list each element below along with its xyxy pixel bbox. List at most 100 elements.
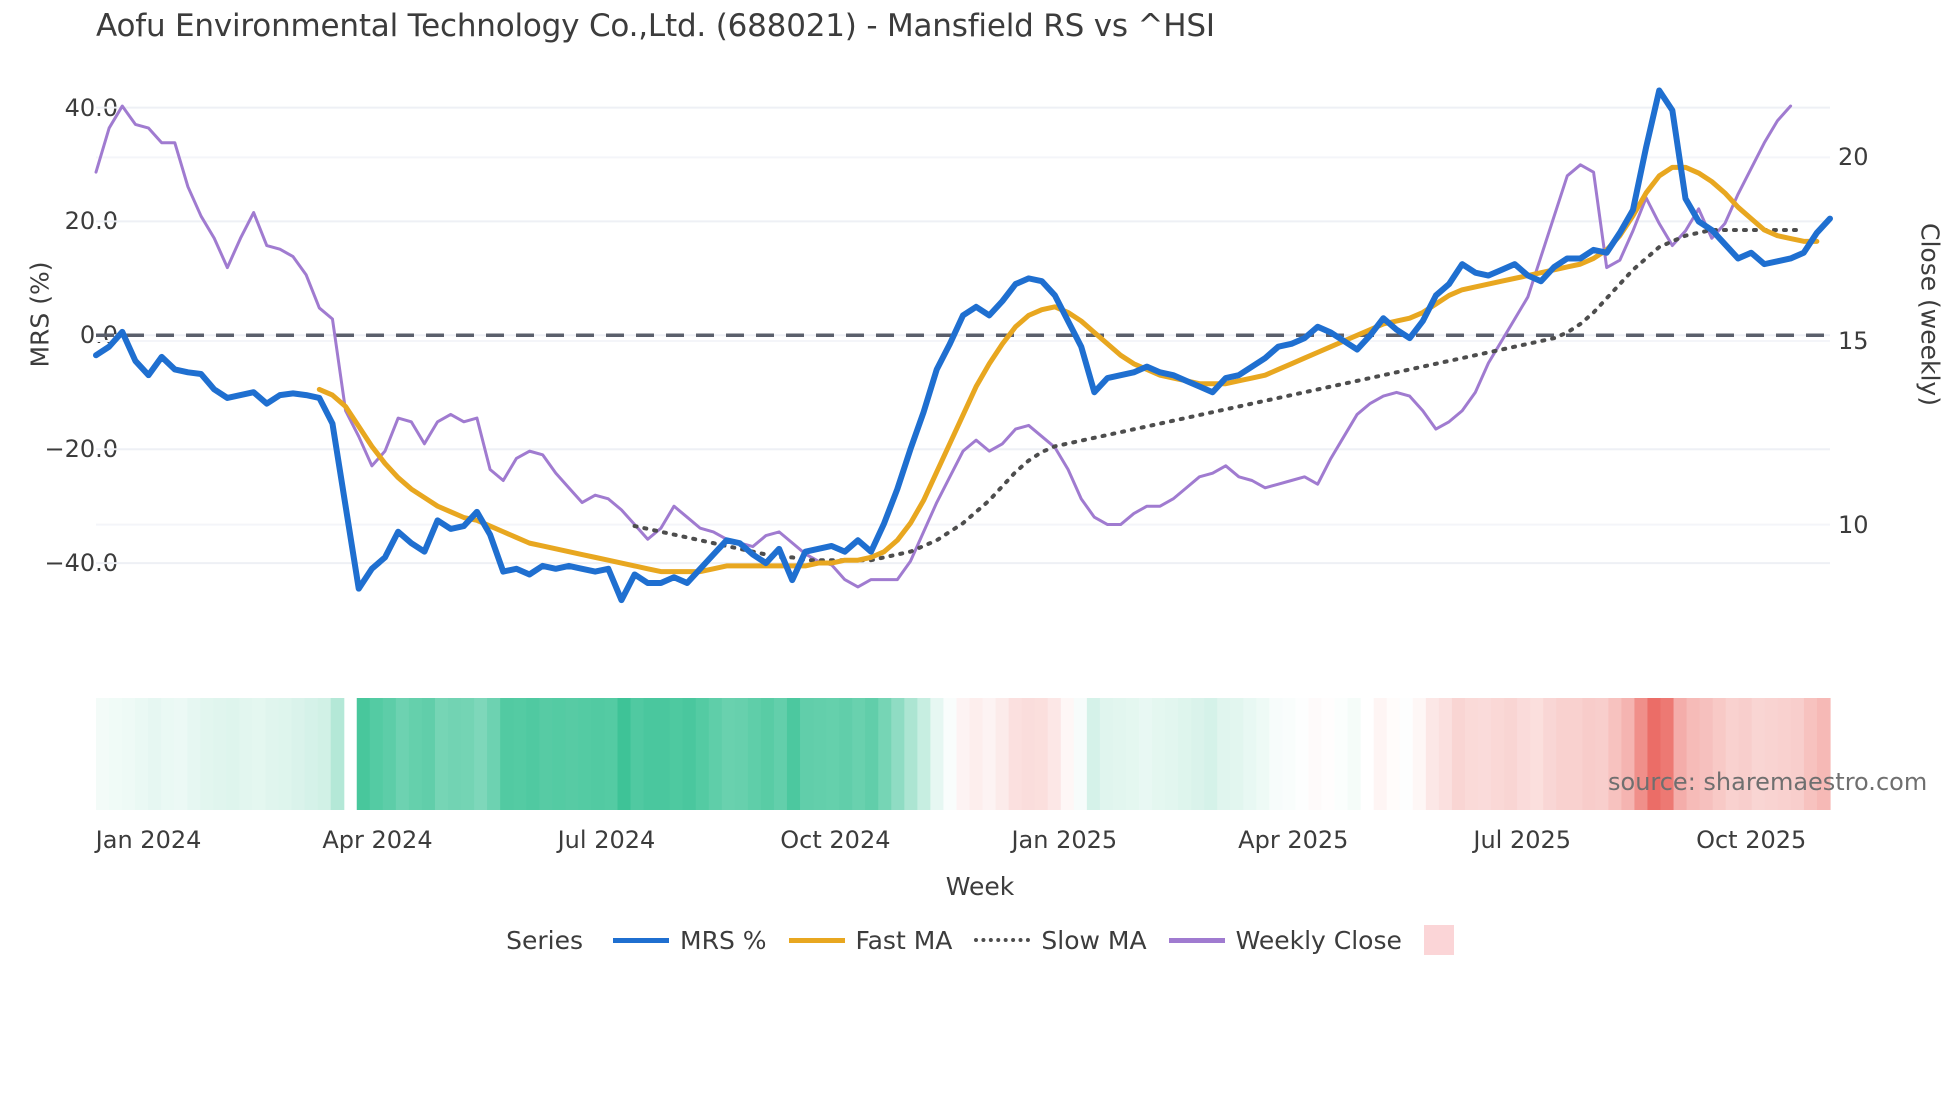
heatmap-cell: [330, 698, 345, 810]
heatmap-cell: [1360, 698, 1375, 810]
legend-swatch-icon: [788, 937, 845, 943]
y-tick-right: 10: [1838, 510, 1869, 539]
heatmap-cell: [630, 698, 645, 810]
legend-label: Weekly Close: [1235, 925, 1402, 955]
x-tick: Jan 2025: [1011, 826, 1118, 854]
x-tick: Apr 2024: [322, 826, 433, 854]
legend-item-slow-ma[interactable]: Slow MA: [974, 926, 1147, 955]
legend-item-mrs[interactable]: MRS %: [613, 926, 767, 955]
heatmap-cell: [1712, 698, 1727, 810]
heatmap-cell: [148, 698, 162, 810]
heatmap-cell: [930, 698, 945, 810]
heatmap-cell: [1086, 698, 1101, 810]
heatmap-cell: [943, 698, 958, 810]
heatmap-cell: [839, 698, 853, 810]
legend-swatch-icon: [1168, 937, 1225, 943]
heatmap-cell: [1008, 698, 1023, 810]
heatmap-cell: [1491, 698, 1505, 810]
heatmap-cell: [317, 698, 332, 810]
heatmap-cell: [604, 698, 619, 810]
heatmap-cell: [1321, 698, 1336, 810]
heatmap-cell: [1621, 698, 1636, 810]
series-line-mrs: [93, 87, 1833, 604]
heatmap-cell: [226, 698, 241, 810]
heatmap-cell: [1543, 698, 1557, 810]
heatmap-cell: [1816, 698, 1831, 810]
heatmap-cell: [1034, 698, 1049, 810]
heatmap-cell: [1243, 698, 1257, 810]
heatmap-cell: [1204, 698, 1218, 810]
legend-swatch-icon: [613, 937, 670, 943]
heatmap-cell: [1412, 698, 1427, 810]
heatmap-cell: [734, 698, 749, 810]
series-line-weekly-close: [94, 104, 1793, 589]
heatmap-cell: [252, 698, 267, 810]
heatmap-cell: [1608, 698, 1622, 810]
heatmap-cell: [174, 698, 188, 810]
heatmap-cell: [695, 698, 710, 810]
x-tick: Apr 2025: [1238, 826, 1349, 854]
heatmap-cell: [448, 698, 462, 810]
heatmap-cell: [565, 698, 579, 810]
heatmap-cell: [1777, 698, 1792, 810]
heatmap-cell: [669, 698, 684, 810]
x-tick: Jul 2025: [1473, 826, 1572, 854]
heatmap-cell: [526, 698, 540, 810]
heatmap-cell: [982, 698, 997, 810]
heatmap-cell: [878, 698, 892, 810]
heatmap-cell: [826, 698, 840, 810]
heatmap-cell: [239, 698, 254, 810]
heatmap-cell: [1634, 698, 1649, 810]
heatmap-cell: [1152, 698, 1166, 810]
chart-legend: Series MRS % Fast MA Slow MA Weekly Close: [0, 925, 1960, 955]
heatmap-cell: [1334, 698, 1349, 810]
series-line-slow-ma: [632, 227, 1806, 563]
heatmap-cell: [1308, 698, 1323, 810]
legend-swatch-icon: [974, 938, 1031, 942]
heatmap-cell: [1751, 698, 1766, 810]
heatmap-cell: [969, 698, 984, 810]
y-tick-right: 20: [1838, 143, 1869, 172]
heatmap-cell: [434, 698, 449, 810]
heatmap-cell: [1569, 698, 1583, 810]
heatmap-cell: [513, 698, 527, 810]
page-title: Aofu Environmental Technology Co.,Ltd. (…: [96, 8, 1215, 44]
x-tick: Jul 2024: [557, 826, 656, 854]
heatmap-cell: [786, 698, 801, 810]
x-tick: Jan 2024: [95, 826, 202, 854]
heatmap-cell: [747, 698, 762, 810]
heatmap-cell: [487, 698, 501, 810]
heatmap-cell: [200, 698, 214, 810]
heatmap-cell: [1477, 698, 1492, 810]
legend-item-fast-ma[interactable]: Fast MA: [788, 926, 952, 955]
heatmap-cell: [1347, 698, 1362, 810]
x-tick: Oct 2025: [1696, 826, 1807, 854]
heatmap-cell: [1582, 698, 1596, 810]
heatmap-cell: [865, 698, 879, 810]
heatmap-cell: [617, 698, 632, 810]
heatmap-cell: [1686, 698, 1701, 810]
heatmap-cell: [1556, 698, 1570, 810]
legend-item-weekly-close[interactable]: Weekly Close: [1168, 925, 1402, 955]
heatmap-cell: [421, 698, 436, 810]
heatmap-cell: [1373, 698, 1388, 810]
heatmap-cell: [1803, 698, 1818, 810]
heatmap-cell: [1673, 698, 1688, 810]
heatmap-cell: [96, 698, 110, 810]
heatmap-cell: [1647, 698, 1662, 810]
heatmap-cell: [1217, 698, 1231, 810]
x-axis-label: Week: [945, 872, 1015, 901]
heatmap-cell: [1125, 698, 1140, 810]
heatmap-cell: [852, 698, 866, 810]
heatmap-cell: [1517, 698, 1531, 810]
heatmap-cell: [291, 698, 306, 810]
heatmap-cell: [917, 698, 932, 810]
heatmap-cell: [122, 698, 136, 810]
heatmap-cell: [1764, 698, 1779, 810]
legend-heatmap-swatch-icon: [1423, 925, 1454, 955]
heatmap-cell: [1699, 698, 1714, 810]
y-tick-right: 15: [1838, 327, 1869, 355]
